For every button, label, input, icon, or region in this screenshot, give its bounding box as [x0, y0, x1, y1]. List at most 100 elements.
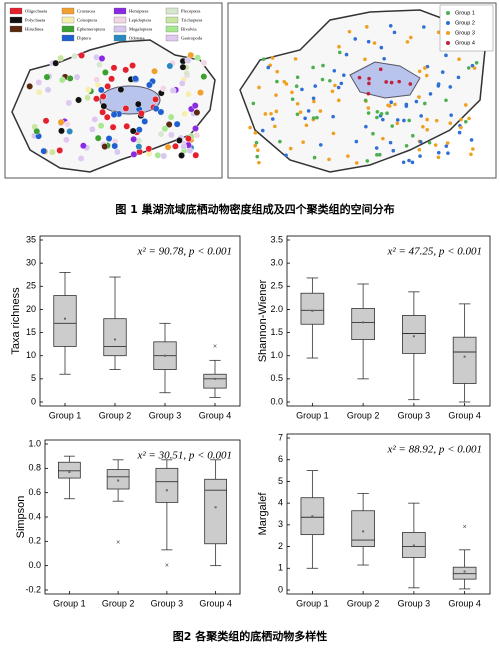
y-tick-label: 3 — [278, 519, 283, 529]
mean-marker — [117, 479, 120, 482]
legend-label: Hemiptera — [129, 9, 148, 14]
x-tick-label: Group 3 — [398, 598, 431, 608]
site-point — [274, 93, 278, 97]
legend-swatch — [61, 16, 75, 24]
site-point — [278, 139, 282, 144]
site-point — [251, 101, 256, 106]
site-pie — [123, 122, 131, 130]
site-pie — [97, 122, 105, 130]
site-pie — [84, 86, 92, 94]
mean-marker — [214, 506, 217, 509]
figure-caption: 图 1 巢湖流域底栖动物密度组成及四个聚类组的空间分布 — [115, 202, 394, 216]
site-point — [312, 155, 317, 160]
site-pie — [97, 86, 105, 94]
legend-swatch — [165, 7, 179, 15]
site-point — [457, 57, 461, 61]
legend-label: Group 3 — [455, 30, 475, 36]
plot-frame — [286, 235, 491, 407]
stat-annotation: x² = 88.92, p < 0.001 — [386, 444, 482, 456]
site-point — [379, 112, 384, 116]
site-point — [263, 112, 268, 116]
site-pie — [135, 143, 143, 150]
site-point — [337, 50, 342, 55]
site-point — [301, 140, 305, 144]
legend-label: Group 4 — [455, 40, 475, 46]
site-point — [417, 69, 422, 74]
site-point — [466, 66, 471, 70]
site-pie — [93, 95, 100, 103]
site-pie — [43, 73, 51, 81]
y-tick-label: 0.2 — [28, 536, 41, 546]
site-pie — [122, 105, 130, 112]
y-tick-label: 0.4 — [28, 511, 41, 521]
mean-marker — [311, 515, 314, 518]
site-point — [367, 76, 371, 81]
site-point — [270, 56, 275, 60]
legend-marker — [446, 21, 450, 25]
site-point — [253, 143, 257, 148]
site-pie — [99, 93, 107, 100]
site-pie — [131, 75, 139, 83]
site-point — [306, 109, 311, 113]
site-pie — [65, 99, 73, 107]
legend-label: Ephemeroptera — [77, 27, 105, 32]
site-pie — [103, 113, 111, 121]
site-point — [449, 113, 453, 117]
site-point — [366, 91, 371, 96]
site-point — [436, 30, 441, 35]
site-point — [331, 114, 335, 119]
site-point — [327, 157, 331, 162]
legend-label: Polychaeta — [25, 18, 45, 23]
legend-swatch — [165, 34, 179, 42]
site-point — [333, 83, 337, 88]
site-point — [337, 44, 341, 49]
site-pie — [88, 125, 96, 133]
site-point — [377, 152, 382, 157]
site-point — [294, 84, 299, 89]
site-point — [389, 100, 394, 105]
site-point — [328, 78, 332, 83]
site-point — [470, 63, 475, 68]
site-pie — [57, 54, 65, 62]
site-pie — [56, 147, 64, 154]
legend-swatch — [113, 16, 127, 24]
y-tick-label: 15 — [26, 327, 36, 337]
site-point — [444, 98, 448, 103]
legend-label: Megaloptera — [129, 27, 152, 32]
x-tick-label: Group 3 — [151, 598, 184, 608]
site-point — [444, 144, 449, 148]
site-point — [274, 109, 279, 114]
site-pie — [91, 116, 99, 123]
y-tick-label: 1.5 — [270, 327, 283, 337]
site-point — [381, 136, 385, 141]
box — [58, 461, 81, 479]
y-tick-label: 0.5 — [270, 373, 283, 383]
site-pie — [152, 95, 159, 103]
site-pie — [191, 102, 199, 110]
site-pie — [173, 120, 181, 128]
box — [103, 318, 127, 357]
site-pie — [40, 147, 48, 155]
site-point — [336, 85, 341, 90]
site-pie — [187, 51, 195, 59]
mean-marker — [114, 338, 116, 341]
site-point — [375, 109, 380, 114]
legend-swatch — [61, 7, 75, 15]
site-point — [295, 101, 300, 106]
site-point — [374, 146, 379, 150]
site-pie — [44, 86, 52, 94]
site-point — [366, 111, 371, 115]
x-tick-label: Group 1 — [296, 410, 329, 420]
site-point — [253, 131, 258, 135]
site-point — [248, 125, 252, 130]
site-point — [418, 140, 423, 144]
mean-marker — [412, 544, 415, 547]
site-pie — [105, 135, 113, 142]
x-tick-label: Group 2 — [347, 410, 380, 420]
y-tick-label: 20 — [26, 304, 36, 314]
site-point — [346, 154, 350, 158]
legend-label: Trichoptera — [181, 18, 202, 23]
mean-marker — [164, 354, 166, 357]
legend-label: Hirudinea — [25, 27, 43, 32]
site-pie — [110, 111, 118, 118]
